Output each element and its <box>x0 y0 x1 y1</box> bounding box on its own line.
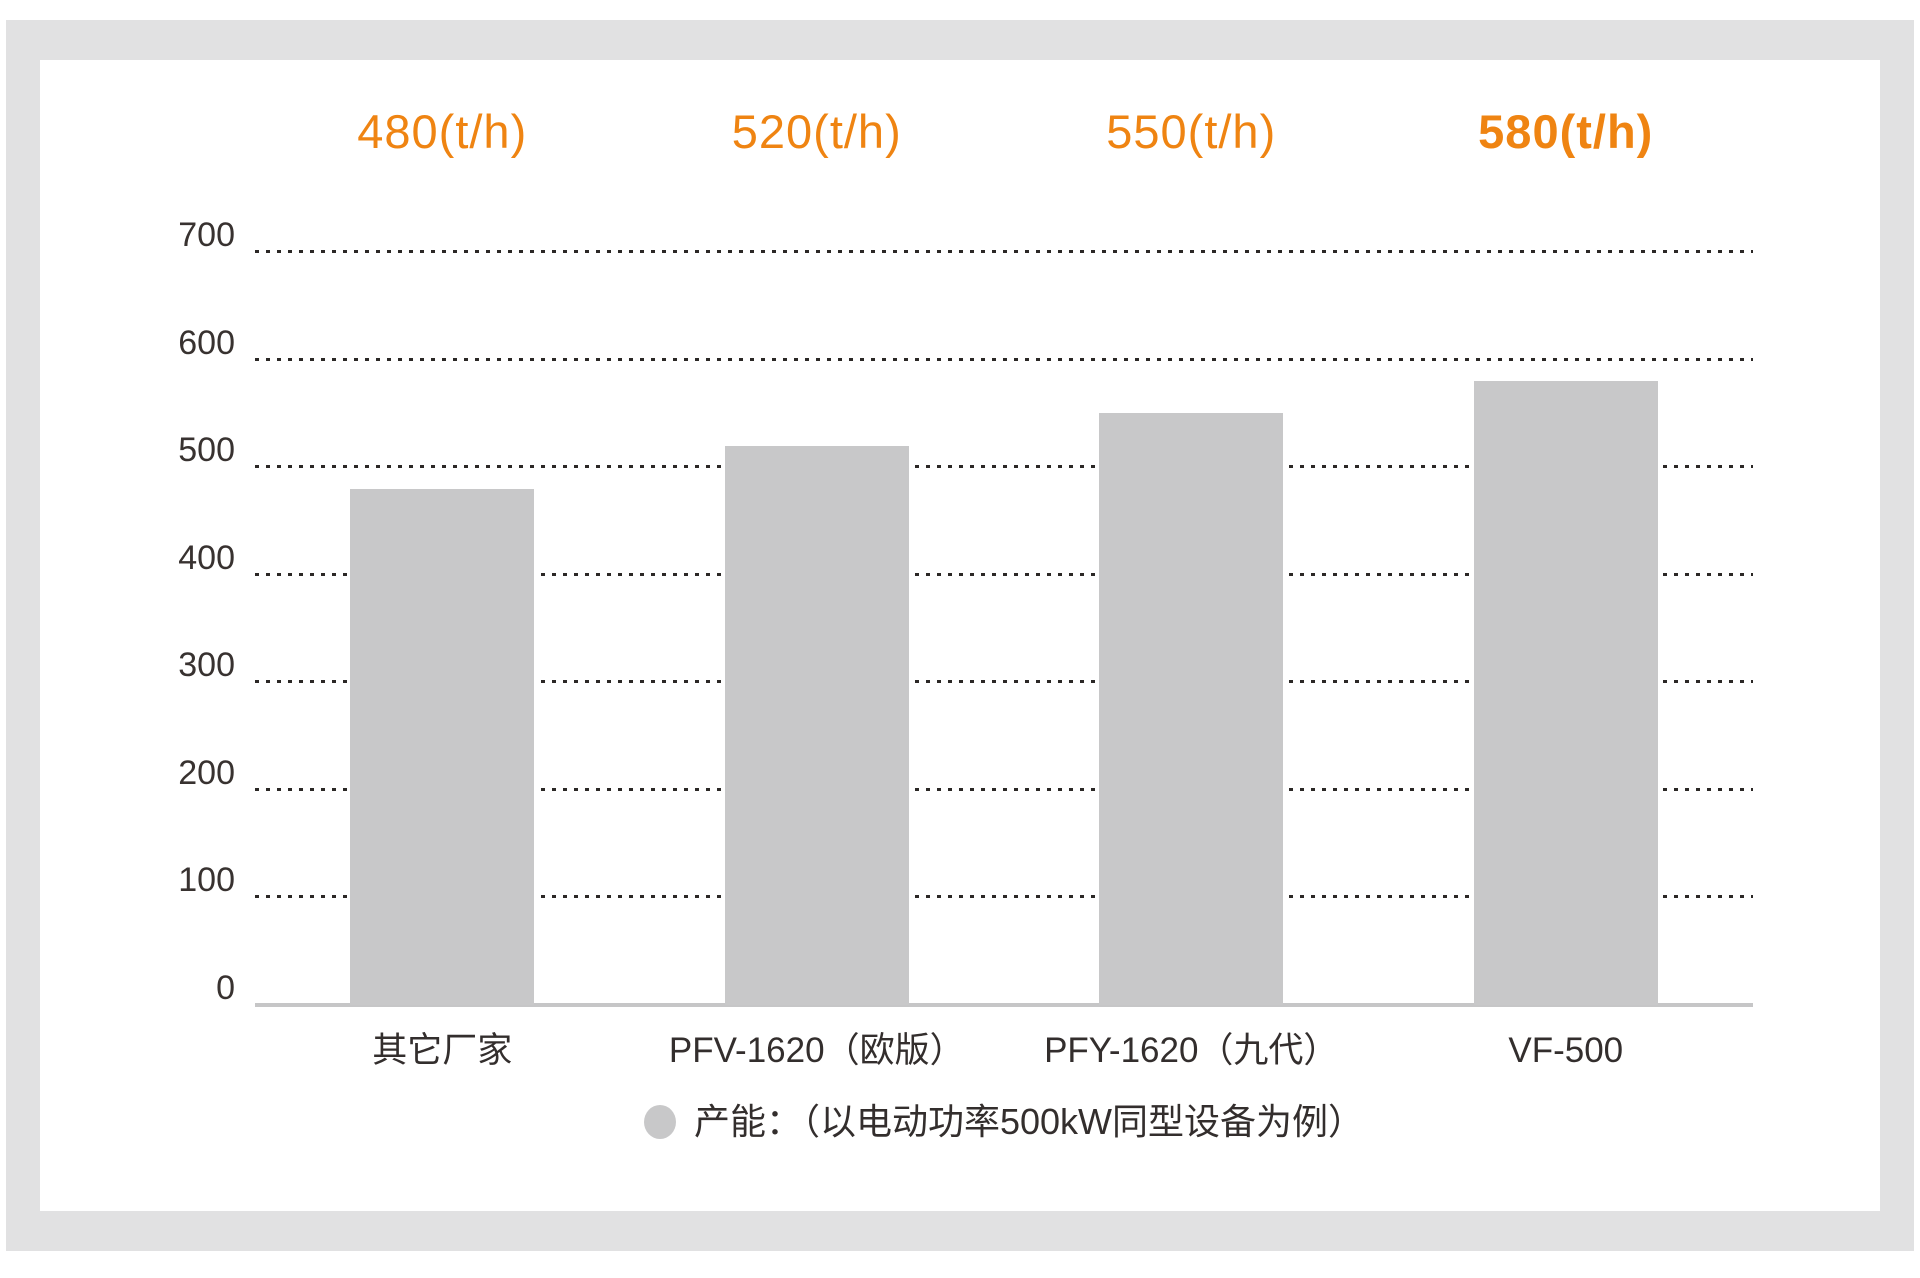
x-axis-category-label: 其它厂家 <box>372 1031 513 1070</box>
y-axis-tick-label: 300 <box>178 646 235 685</box>
bar-slot <box>255 252 630 1005</box>
plot-area: 0 100 200 300 400 500 600 700 <box>178 218 1753 1007</box>
bar <box>1473 381 1658 1005</box>
bar-slot <box>1379 252 1754 1005</box>
bar <box>1099 413 1284 1005</box>
chart-card: 480(t/h) 520(t/h) 550(t/h) 580(t/h) 0 100 200… <box>40 60 1880 1211</box>
bars-layer <box>255 252 1753 1005</box>
x-axis-category-label: VF-500 <box>1508 1031 1624 1070</box>
legend: 产能：（以电动功率500kW同型设备为例） <box>255 1100 1753 1144</box>
x-axis-category-label: PFV-1620（欧版） <box>668 1031 965 1070</box>
x-axis-category-label: PFY-1620（九代） <box>1044 1031 1339 1070</box>
bar-slot <box>1004 252 1379 1005</box>
x-axis-category-labels: 其它厂家 PFV-1620（欧版） PFY-1620（九代） VF-500 <box>255 1028 1753 1074</box>
bar <box>724 446 909 1005</box>
y-axis-tick-label: 200 <box>178 753 235 792</box>
top-value-label: 520(t/h) <box>731 105 902 158</box>
legend-label: 产能：（以电动功率500kW同型设备为例） <box>693 1101 1365 1142</box>
y-axis-tick-label: 400 <box>178 538 235 577</box>
bar <box>350 489 535 1005</box>
legend-circle-marker-icon <box>643 1105 676 1139</box>
bar-slot <box>630 252 1005 1005</box>
top-value-label: 480(t/h) <box>357 105 528 158</box>
y-gridline <box>255 250 1753 253</box>
y-gridline <box>255 465 1753 469</box>
top-value-labels: 480(t/h) 520(t/h) 550(t/h) 580(t/h) <box>255 100 1753 164</box>
y-axis-tick-label: 600 <box>178 323 235 362</box>
top-value-label: 550(t/h) <box>1106 105 1277 158</box>
y-gridline <box>255 895 1753 899</box>
y-axis-tick-label: 100 <box>178 861 235 900</box>
y-gridline <box>255 572 1753 576</box>
top-value-label: 580(t/h) <box>1478 105 1654 158</box>
x-axis-baseline <box>255 1003 1753 1007</box>
y-gridline <box>255 787 1753 791</box>
y-axis-tick-label: 0 <box>216 969 235 1007</box>
y-gridline <box>255 680 1753 684</box>
y-axis-tick-label: 700 <box>178 216 235 254</box>
y-gridline <box>255 357 1753 361</box>
page-frame: 480(t/h) 520(t/h) 550(t/h) 580(t/h) 0 100 200… <box>6 20 1914 1251</box>
y-axis-tick-label: 500 <box>178 431 235 470</box>
